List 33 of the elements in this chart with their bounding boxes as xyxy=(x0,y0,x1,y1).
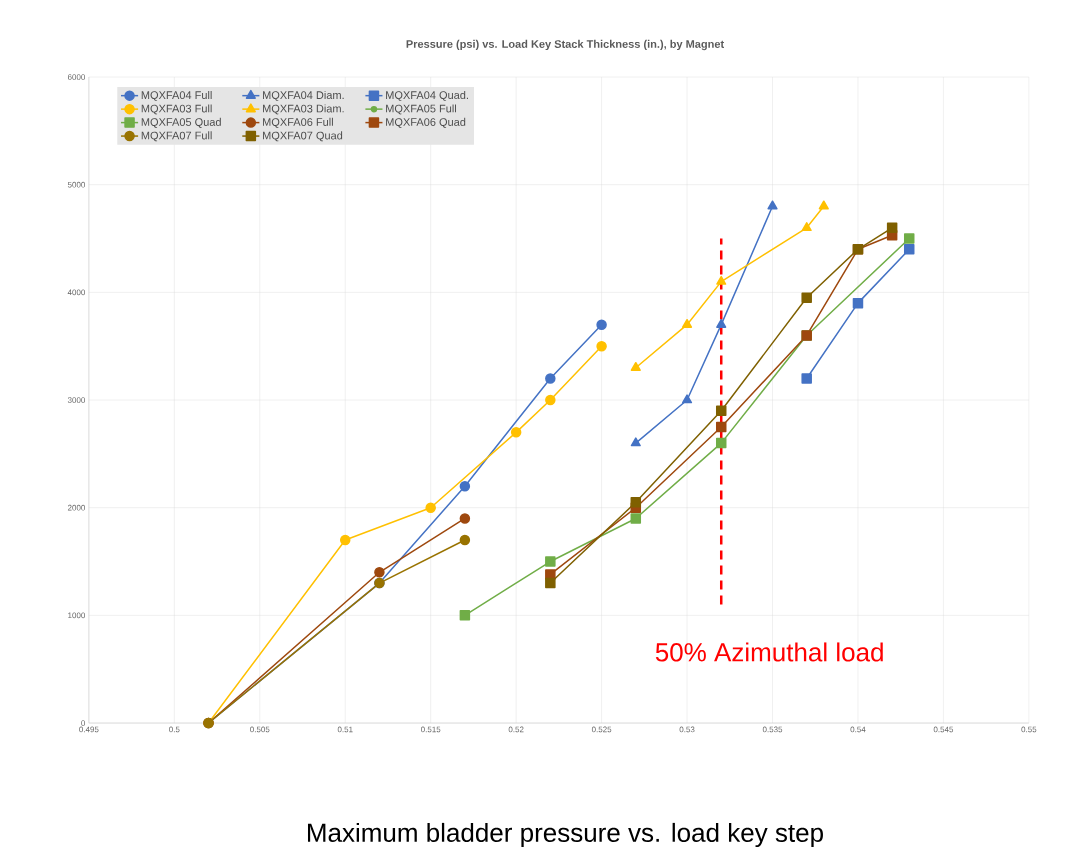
x-tick-label: 0.505 xyxy=(250,726,270,733)
x-tick-label: 0.55 xyxy=(1021,726,1037,733)
y-tick-label: 5000 xyxy=(67,181,86,188)
y-tick-label: 4000 xyxy=(67,289,86,296)
x-tick-label: 0.53 xyxy=(679,726,695,733)
legend-label: MQXFA06 Quad xyxy=(386,117,466,128)
chart-title: Pressure (psi) vs. Load Key Stack Thickness (in.), by Magnet xyxy=(406,39,724,51)
y-tick-label: 3000 xyxy=(67,397,86,403)
legend-label: MQXFA04 Full xyxy=(141,90,212,101)
legend-label: MQXFA07 Full xyxy=(141,131,212,142)
x-tick-label: 0.5 xyxy=(169,726,180,733)
legend-label: MQXFA07 Quad xyxy=(263,131,343,142)
x-tick-label: 0.51 xyxy=(337,726,353,733)
y-tick-label: 1000 xyxy=(68,612,86,619)
x-tick-label: 0.515 xyxy=(421,726,441,733)
x-tick-label: 0.495 xyxy=(79,726,99,733)
legend-label: MQXFA05 Quad xyxy=(141,117,221,128)
legend-label: MQXFA05 Full xyxy=(386,104,456,115)
x-tick-label: 0.545 xyxy=(933,726,954,733)
y-tick-label: 2000 xyxy=(67,504,86,511)
y-tick-label: 6000 xyxy=(67,74,86,80)
legend-label: MQXFA06 Full xyxy=(263,117,333,128)
x-tick-label: 0.52 xyxy=(508,726,524,733)
x-tick-label: 0.535 xyxy=(762,726,783,733)
legend-label: MQXFA03 Full xyxy=(141,104,212,115)
text: Maximum bladder pressure vs. load key step xyxy=(307,822,823,848)
ref-line-label: 50% Azimuthal load xyxy=(655,642,883,662)
x-tick-label: 0.525 xyxy=(591,726,612,733)
x-tick-label: 0.54 xyxy=(850,726,866,733)
y-tick-label: 0 xyxy=(81,720,86,726)
legend-label: MQXFA04 Quad. xyxy=(386,90,468,101)
legend-label: MQXFA03 Diam. xyxy=(263,104,344,115)
legend-label: MQXFA04 Diam. xyxy=(263,90,344,101)
